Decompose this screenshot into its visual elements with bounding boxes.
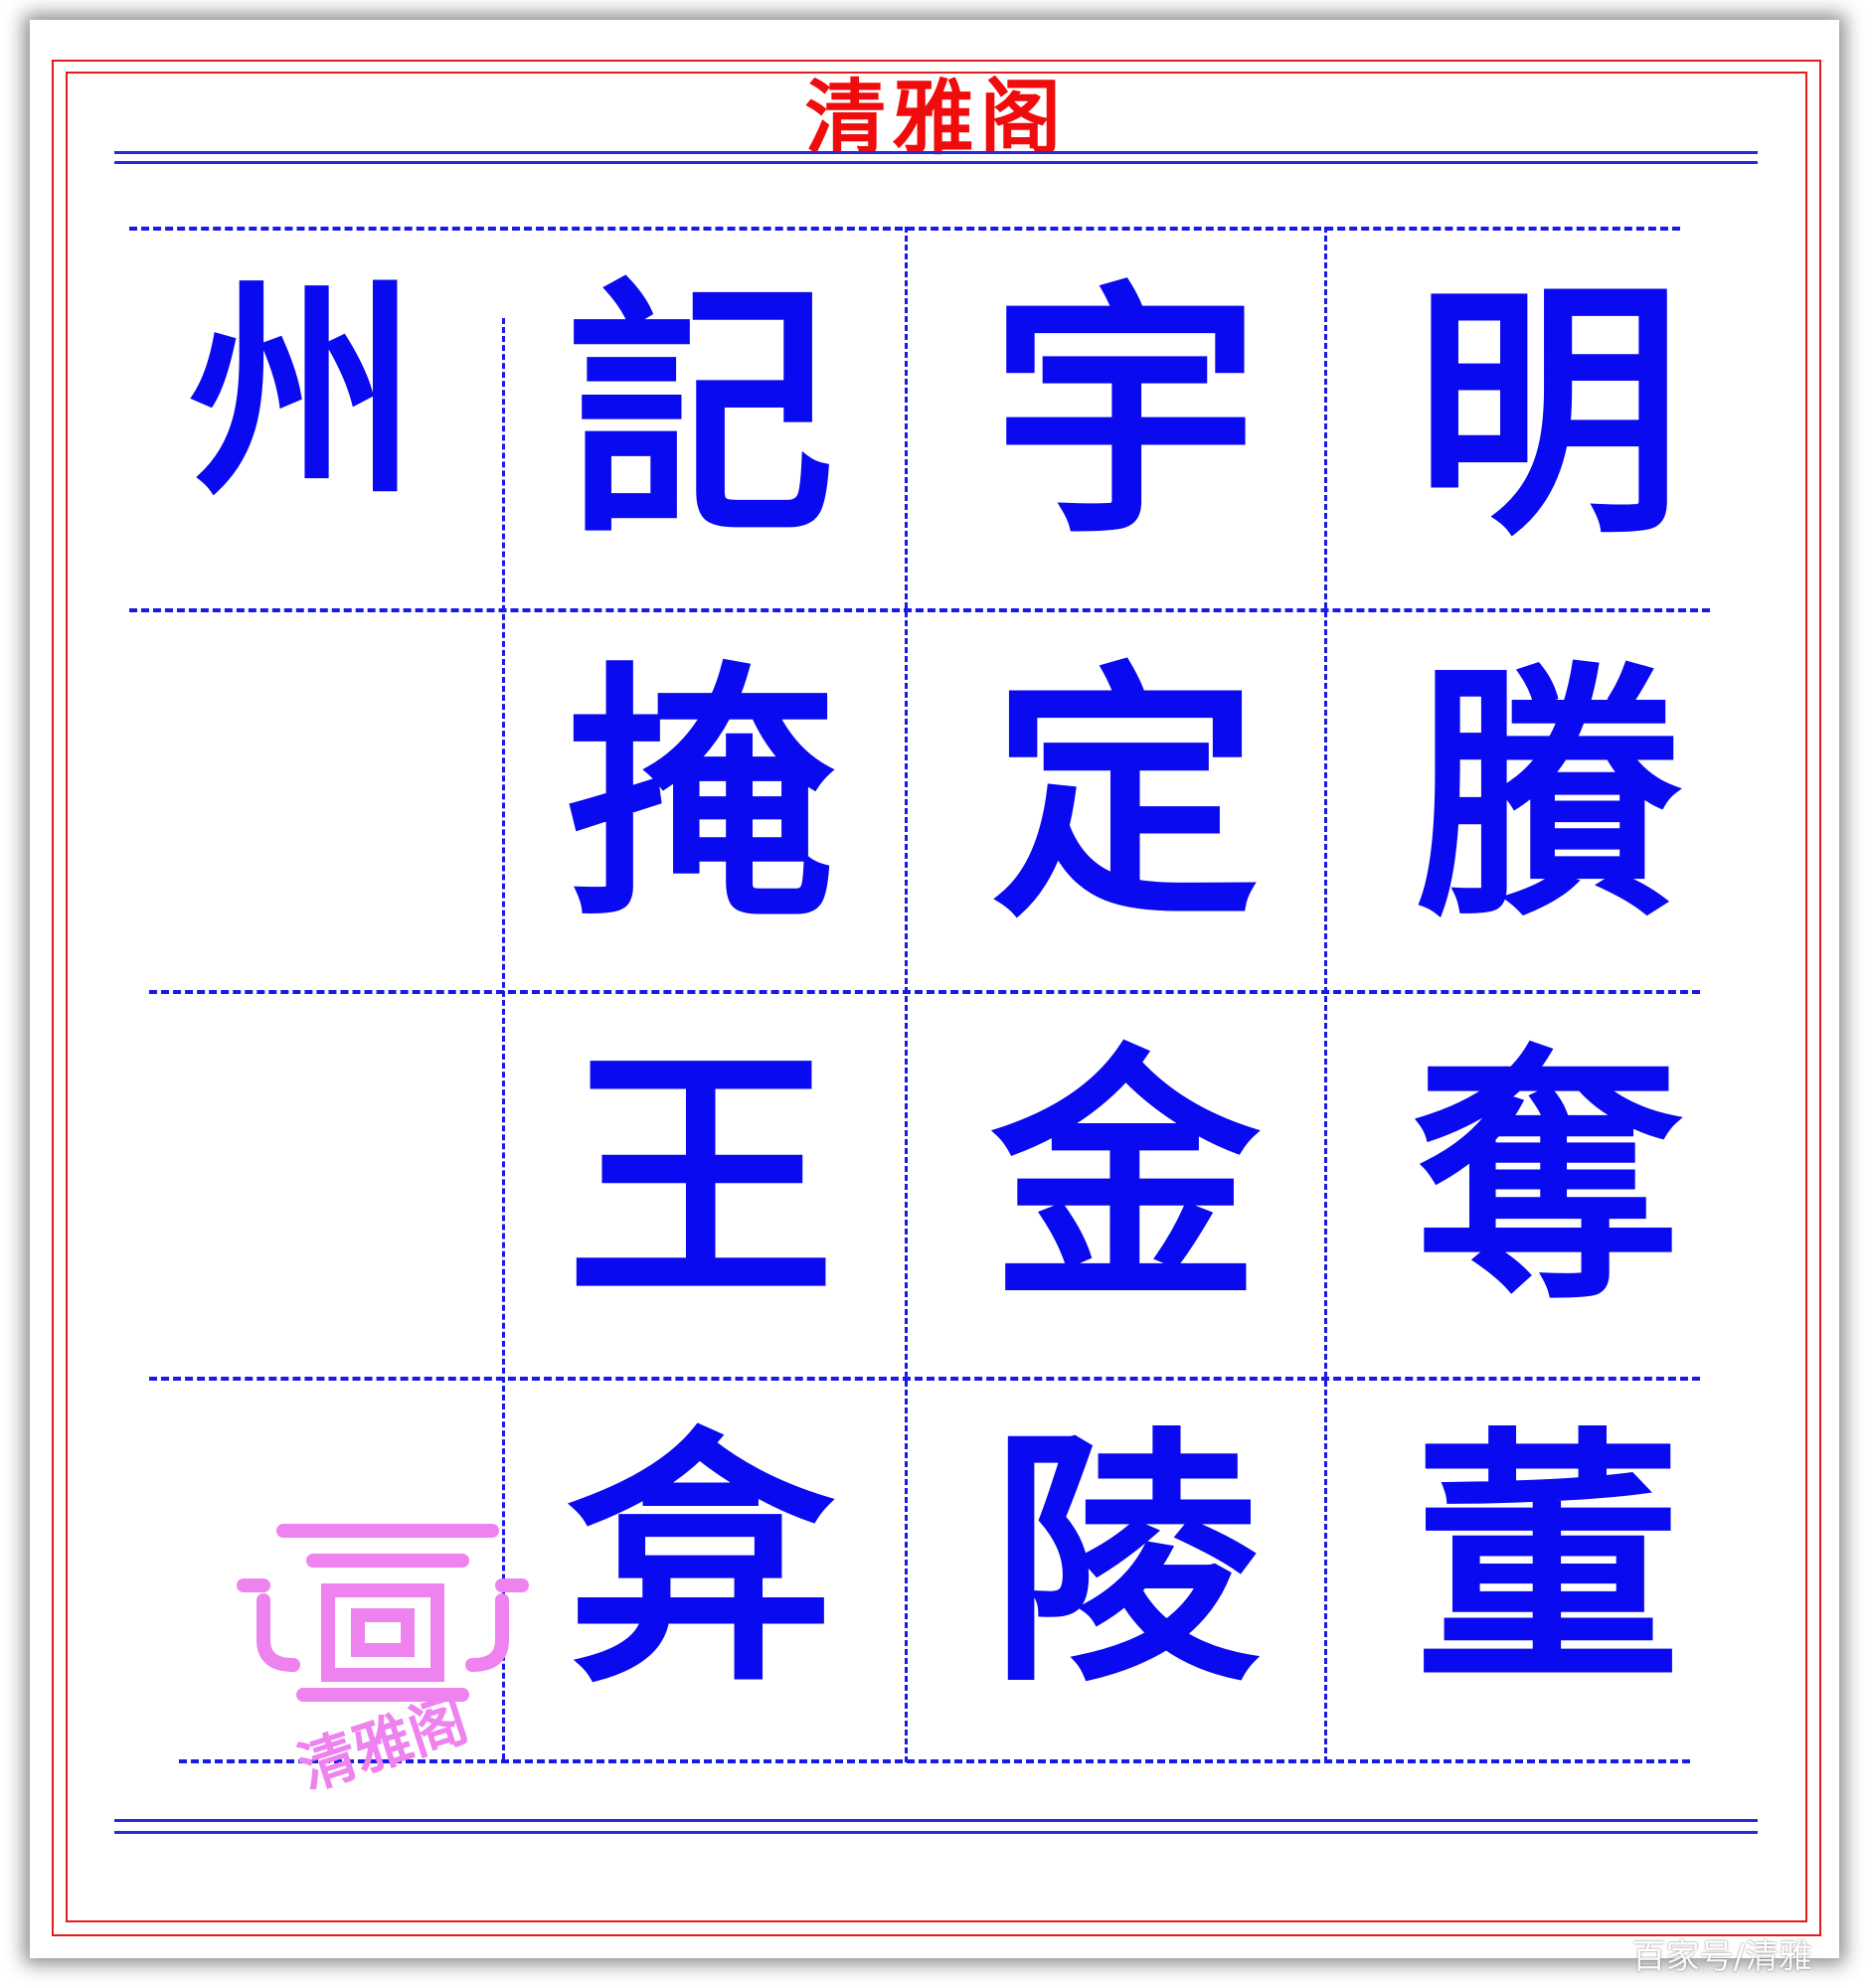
calligraphy-char: 王 <box>567 1020 835 1336</box>
grid-horizontal-line <box>179 1759 1690 1763</box>
calligraphy-char: 陵 <box>991 1403 1260 1719</box>
top-rule-2 <box>114 161 1758 164</box>
watermark-text: 百家号/清雅 <box>1631 1937 1812 1977</box>
grid-vertical-line <box>502 318 505 1759</box>
grid-vertical-line <box>905 227 908 1762</box>
calligraphy-char: 掩 <box>567 637 835 953</box>
calligraphy-char: 金 <box>991 1020 1260 1336</box>
bottom-rule-2 <box>114 1831 1758 1834</box>
calligraphy-char: 州 <box>188 258 418 527</box>
calligraphy-char: 奪 <box>1414 1020 1682 1336</box>
calligraphy-char: 賸 <box>1414 637 1682 953</box>
calligraphy-char: 明 <box>1414 254 1682 571</box>
bottom-rule-1 <box>114 1819 1758 1822</box>
calligraphy-char: 弇 <box>567 1403 835 1719</box>
calligraphy-char: 記 <box>567 254 835 571</box>
grid-vertical-line <box>1324 227 1327 1762</box>
grid-horizontal-line <box>129 608 1710 612</box>
inner-red-frame <box>66 72 1807 1922</box>
top-rule-1 <box>114 151 1758 154</box>
calligraphy-char: 定 <box>991 637 1260 953</box>
grid-horizontal-line <box>149 1377 1700 1381</box>
outer-red-frame <box>52 60 1821 1936</box>
page-title: 清雅阁 <box>804 71 1068 166</box>
calligraphy-char: 董 <box>1414 1403 1682 1719</box>
calligraphy-char: 宇 <box>991 254 1260 571</box>
seal-stamp-icon: 清雅阁 <box>237 1524 529 1789</box>
grid-horizontal-line <box>149 990 1700 994</box>
